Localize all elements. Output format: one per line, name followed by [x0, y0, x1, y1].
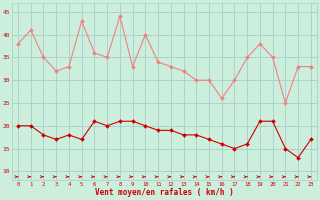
X-axis label: Vent moyen/en rafales ( km/h ): Vent moyen/en rafales ( km/h ) — [95, 188, 234, 197]
